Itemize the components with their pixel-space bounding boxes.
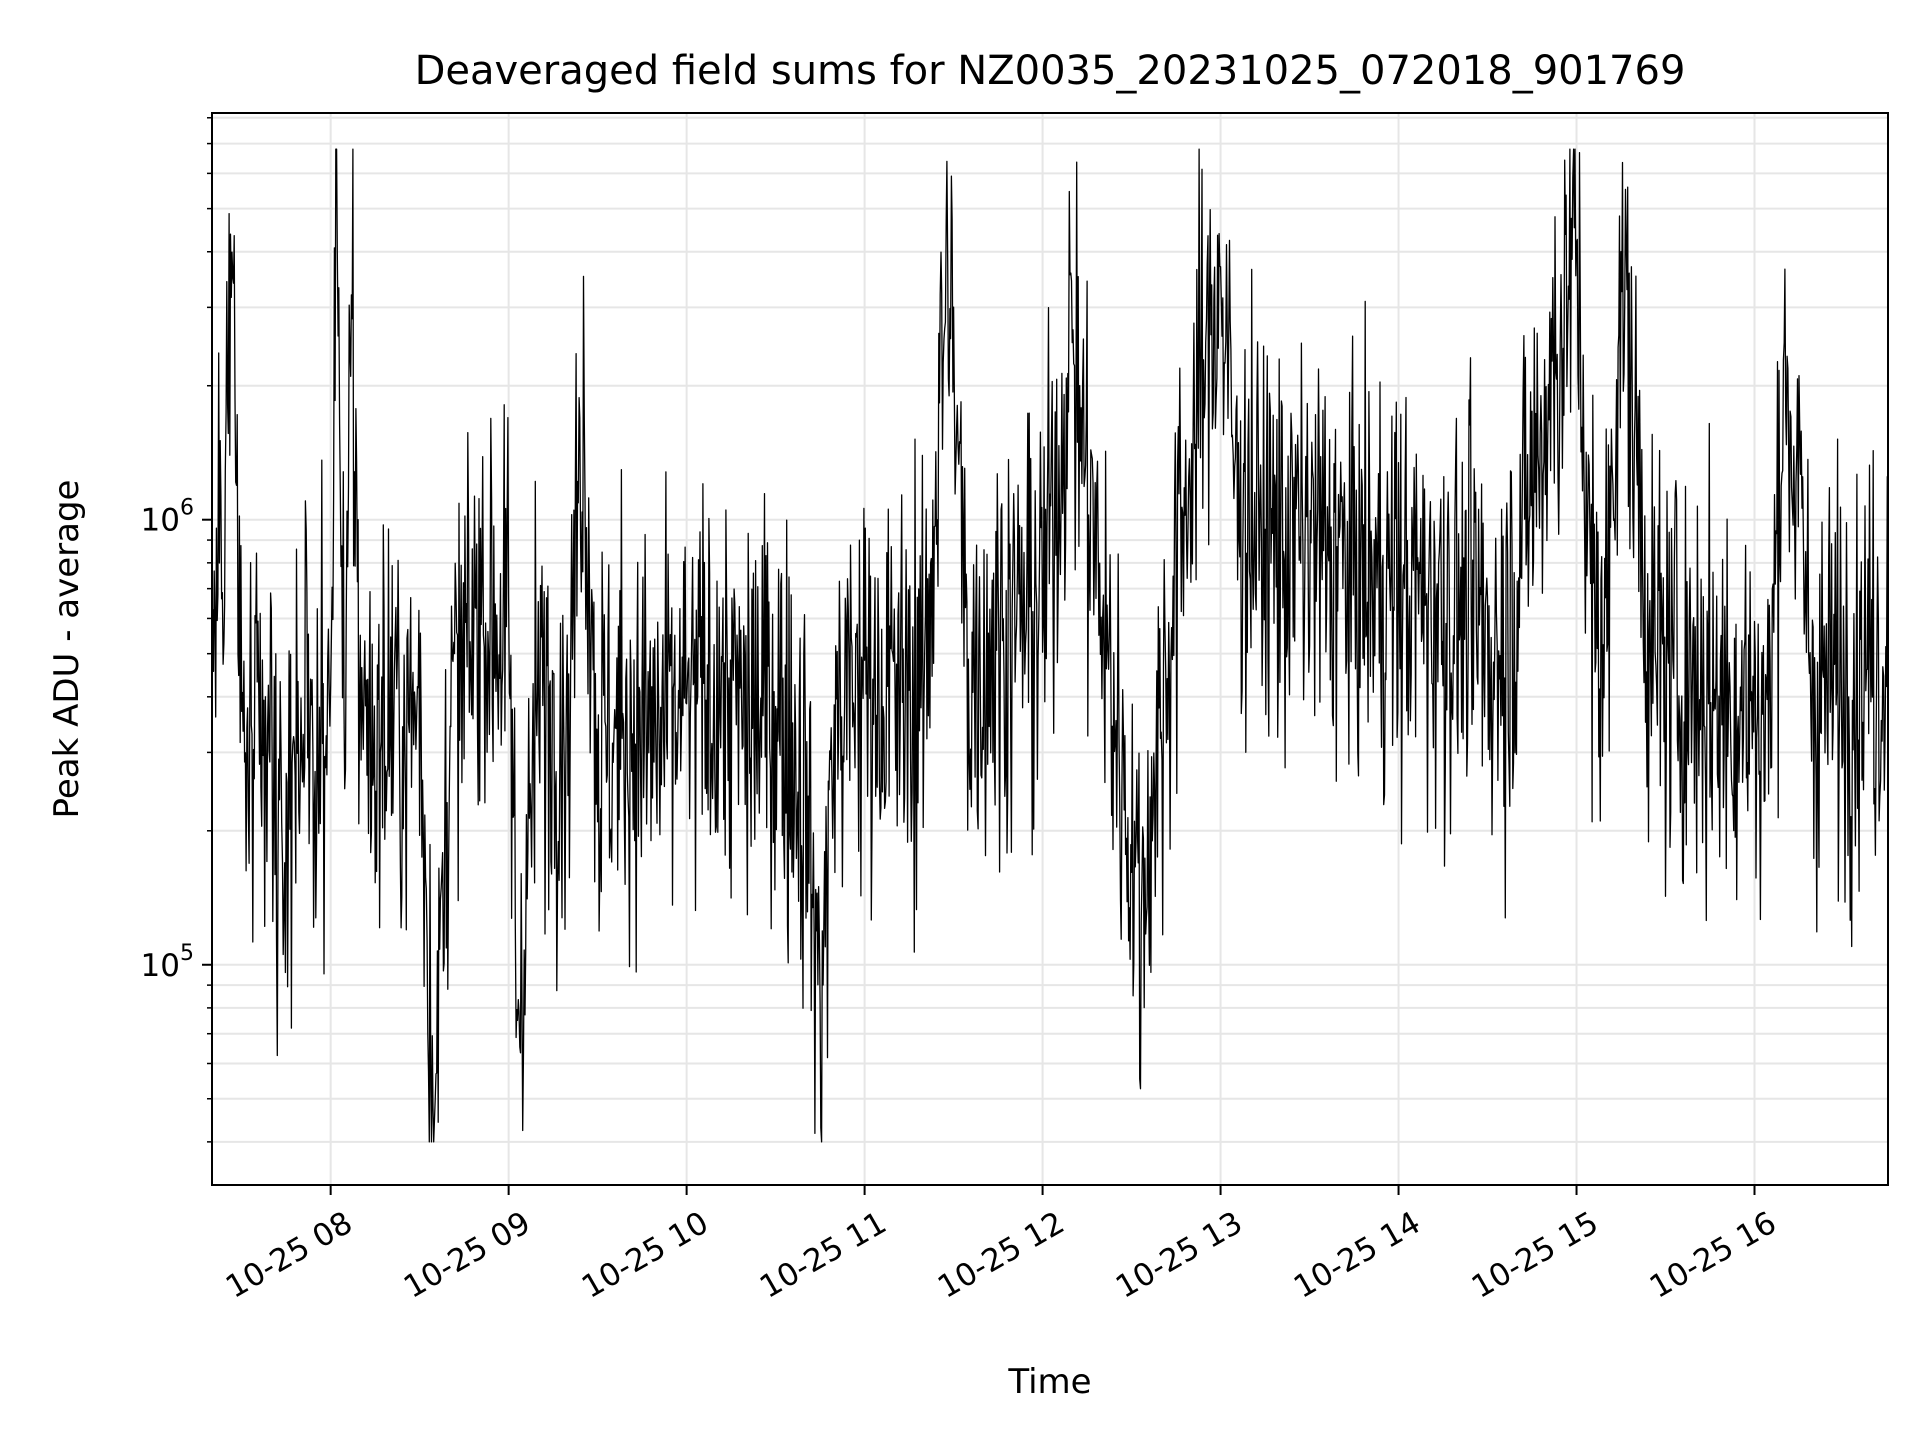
plot-frame <box>211 112 1889 1186</box>
x-tick-label: 10-25 12 <box>932 1205 1071 1306</box>
x-axis-label: Time <box>1007 1362 1091 1402</box>
series-line <box>211 148 1889 1143</box>
x-tick-label: 10-25 16 <box>1644 1205 1783 1306</box>
y-axis-label: Peak ADU - average <box>47 480 87 819</box>
axis-ticks: 105 106 10-25 08 10-25 09 10-25 10 10-25 11 10… <box>141 117 1783 1306</box>
x-tick-label: 10-25 09 <box>398 1205 537 1306</box>
x-tick-label: 10-25 14 <box>1288 1205 1427 1306</box>
x-tick-label: 10-25 13 <box>1110 1205 1249 1306</box>
x-tick-label: 10-25 11 <box>754 1205 893 1306</box>
y-tick-label: 106 <box>141 496 194 539</box>
series-path <box>211 148 1889 1143</box>
chart-title: Deaveraged field sums for NZ0035_2023102… <box>415 48 1686 94</box>
x-tick-label: 10-25 08 <box>220 1205 359 1306</box>
x-tick-label: 10-25 10 <box>576 1205 715 1306</box>
y-tick-label: 105 <box>141 941 194 984</box>
x-tick-label: 10-25 15 <box>1466 1205 1605 1306</box>
